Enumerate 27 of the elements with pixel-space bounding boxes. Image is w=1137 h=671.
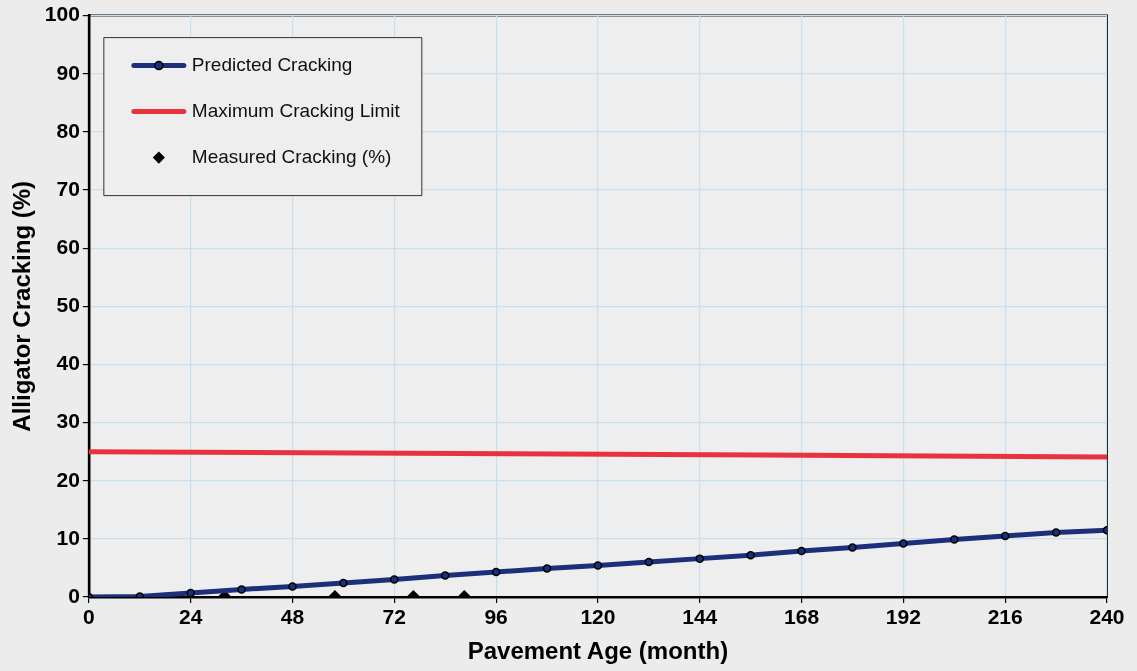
y-tick-label: 10 bbox=[56, 525, 80, 549]
y-tick-label: 80 bbox=[56, 118, 80, 142]
x-tick-label: 0 bbox=[82, 605, 95, 629]
y-tick-label: 70 bbox=[56, 176, 80, 200]
y-tick-label: 30 bbox=[56, 409, 80, 433]
y-tick-label: 100 bbox=[44, 2, 80, 26]
x-tick-label: 72 bbox=[382, 605, 406, 629]
x-tick-label: 240 bbox=[1089, 605, 1125, 629]
y-axis-title: Alligator Cracking (%) bbox=[8, 180, 36, 432]
x-tick-label: 24 bbox=[178, 605, 203, 629]
legend-label: Measured Cracking (%) bbox=[191, 145, 392, 167]
x-tick-label: 144 bbox=[682, 605, 718, 629]
x-tick-label: 216 bbox=[987, 605, 1023, 629]
legend-label: Predicted Cracking bbox=[191, 53, 353, 75]
y-tick-label: 50 bbox=[56, 293, 80, 317]
y-tick-label: 40 bbox=[56, 351, 80, 375]
x-tick-label: 48 bbox=[280, 605, 305, 629]
x-tick-label: 120 bbox=[580, 605, 616, 629]
x-tick-label: 192 bbox=[885, 605, 921, 629]
y-tick-label: 20 bbox=[56, 467, 80, 491]
y-tick-label: 0 bbox=[68, 583, 80, 607]
y-tick-label: 90 bbox=[56, 60, 80, 84]
x-tick-label: 168 bbox=[784, 605, 820, 629]
x-tick-label: 96 bbox=[484, 605, 508, 629]
x-axis-title: Pavement Age (month) bbox=[467, 637, 729, 665]
y-tick-label: 60 bbox=[56, 234, 80, 258]
legend-label: Maximum Cracking Limit bbox=[191, 99, 401, 121]
